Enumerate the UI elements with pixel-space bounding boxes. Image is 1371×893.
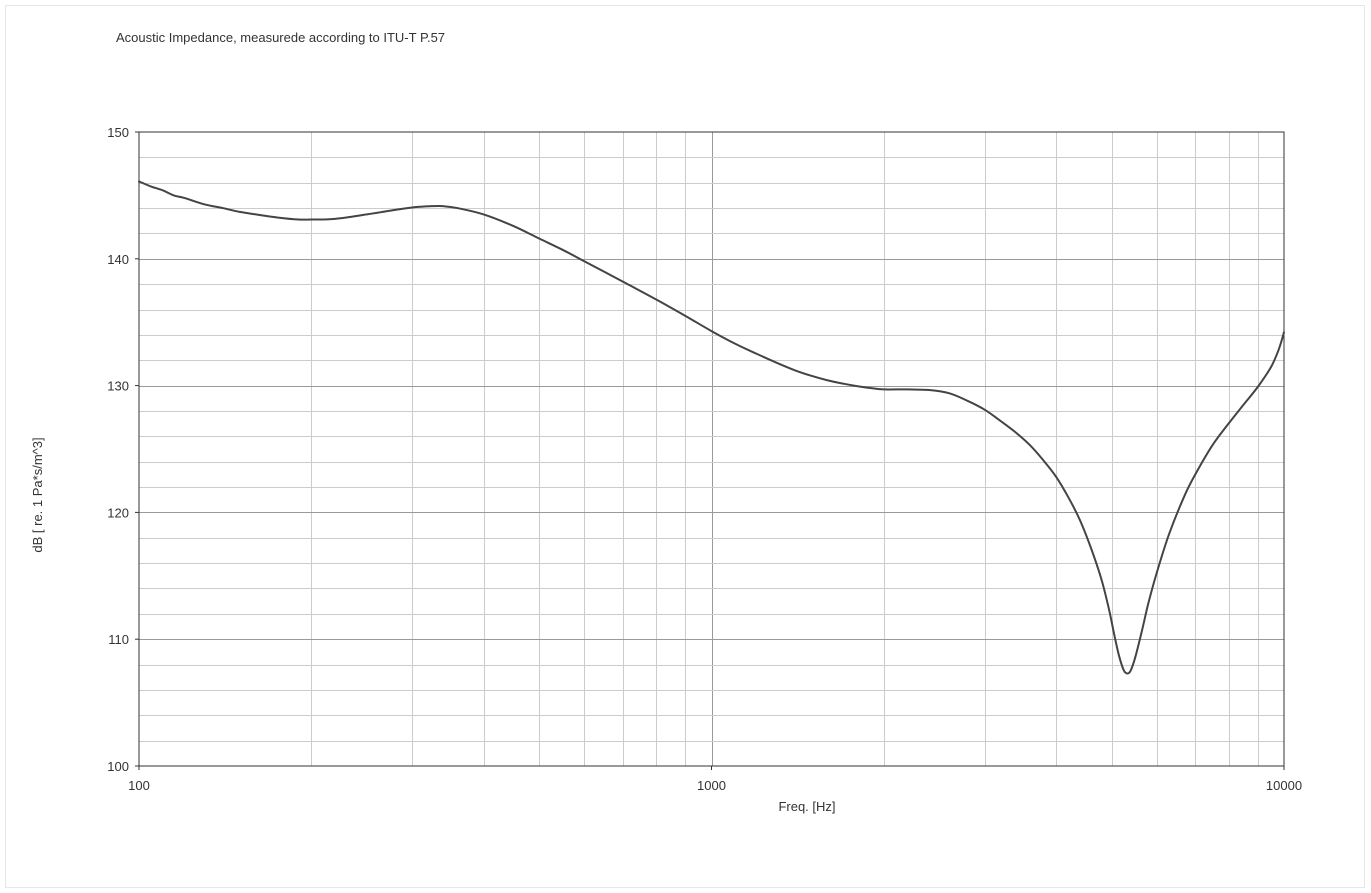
y-axis: 100 110 120 130 140 150 xyxy=(107,125,139,774)
y-tick-label: 120 xyxy=(107,505,129,520)
x-axis: 100 1000 10000 xyxy=(128,766,1302,793)
x-tick-label: 1000 xyxy=(697,778,726,793)
y-tick-label: 150 xyxy=(107,125,129,140)
y-tick-label: 100 xyxy=(107,759,129,774)
impedance-series-line xyxy=(138,180,1285,675)
chart-frame xyxy=(5,5,1365,888)
y-tick-label: 110 xyxy=(108,632,129,647)
x-tick-label: 10000 xyxy=(1266,778,1302,793)
y-axis-title: dB [ re. 1 Pa*s/m^3] xyxy=(30,437,45,552)
series-layer xyxy=(138,180,1285,675)
x-tick-label: 100 xyxy=(128,778,150,793)
grid xyxy=(139,132,1284,766)
y-tick-label: 140 xyxy=(107,252,129,267)
x-axis-title: Freq. [Hz] xyxy=(778,799,835,814)
chart-title: Acoustic Impedance, measurede according … xyxy=(116,30,445,45)
y-tick-label: 130 xyxy=(107,379,129,394)
